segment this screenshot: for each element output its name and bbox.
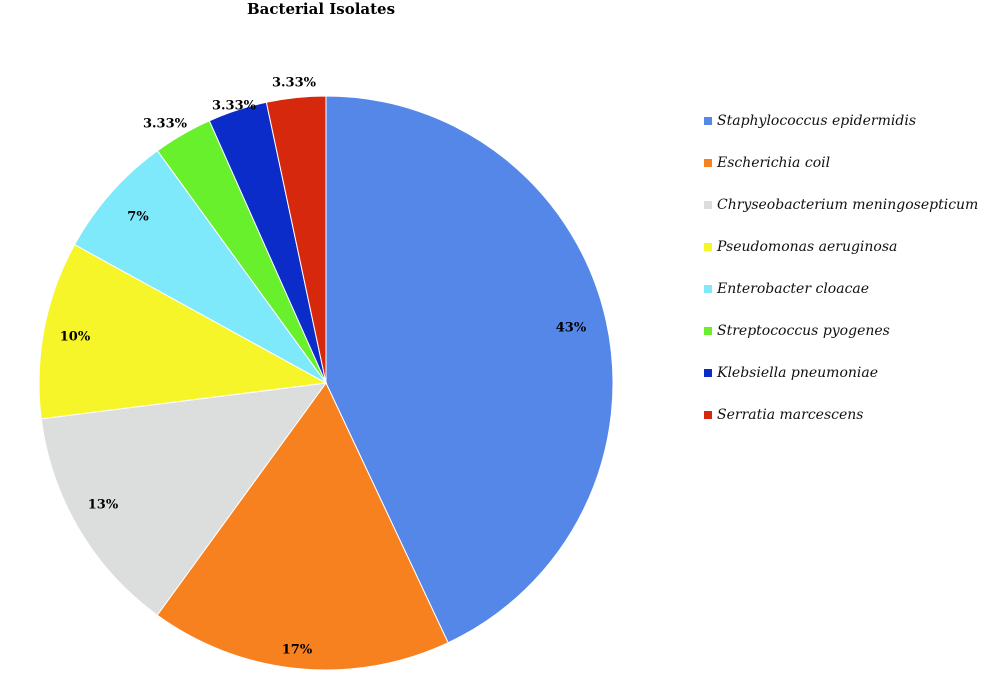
slice-data-label-4: 7% <box>127 210 149 225</box>
legend-item: Enterobacter cloacae <box>704 268 978 310</box>
slice-data-label-0: 43% <box>556 321 587 336</box>
legend-label: Serratia marcescens <box>717 407 864 423</box>
legend: Staphylococcus epidermidis Escherichia co… <box>704 100 978 436</box>
slice-data-label-2: 13% <box>88 498 119 513</box>
legend-swatch <box>704 411 712 419</box>
legend-label: Chryseobacterium meningosepticum <box>717 197 979 213</box>
legend-swatch <box>704 117 712 125</box>
legend-label: Streptococcus pyogenes <box>717 323 890 339</box>
pie-slice-7 <box>265 95 327 384</box>
legend-item: Escherichia coil <box>704 142 978 184</box>
legend-item: Chryseobacterium meningosepticum <box>704 184 978 226</box>
legend-item: Klebsiella pneumoniae <box>704 352 978 394</box>
legend-item: Pseudomonas aeruginosa <box>704 226 978 268</box>
legend-item: Staphylococcus epidermidis <box>704 100 978 142</box>
pie-slice-2 <box>40 382 328 616</box>
legend-label: Escherichia coil <box>717 155 831 171</box>
legend-swatch <box>704 369 712 377</box>
legend-label: Enterobacter cloacae <box>717 281 870 297</box>
slice-data-label-5: 3.33% <box>143 117 188 132</box>
slice-data-label-7: 3.33% <box>272 76 317 91</box>
chart-title: Bacterial Isolates <box>247 0 396 18</box>
pie-slice-4 <box>73 150 327 384</box>
slice-data-label-3: 10% <box>60 330 91 345</box>
legend-label: Staphylococcus epidermidis <box>717 113 917 129</box>
pie-slice-3 <box>38 243 328 420</box>
legend-swatch <box>704 285 712 293</box>
pie-slice-1 <box>156 382 449 671</box>
legend-swatch <box>704 243 712 251</box>
legend-swatch <box>704 327 712 335</box>
pie-slice-0 <box>325 95 614 644</box>
legend-swatch <box>704 159 712 167</box>
legend-swatch <box>704 201 712 209</box>
legend-label: Klebsiella pneumoniae <box>717 365 878 381</box>
legend-label: Pseudomonas aeruginosa <box>717 239 898 255</box>
legend-item: Serratia marcescens <box>704 394 978 436</box>
slice-data-label-6: 3.33% <box>212 99 257 114</box>
slice-data-label-1: 17% <box>282 643 313 658</box>
legend-item: Streptococcus pyogenes <box>704 310 978 352</box>
